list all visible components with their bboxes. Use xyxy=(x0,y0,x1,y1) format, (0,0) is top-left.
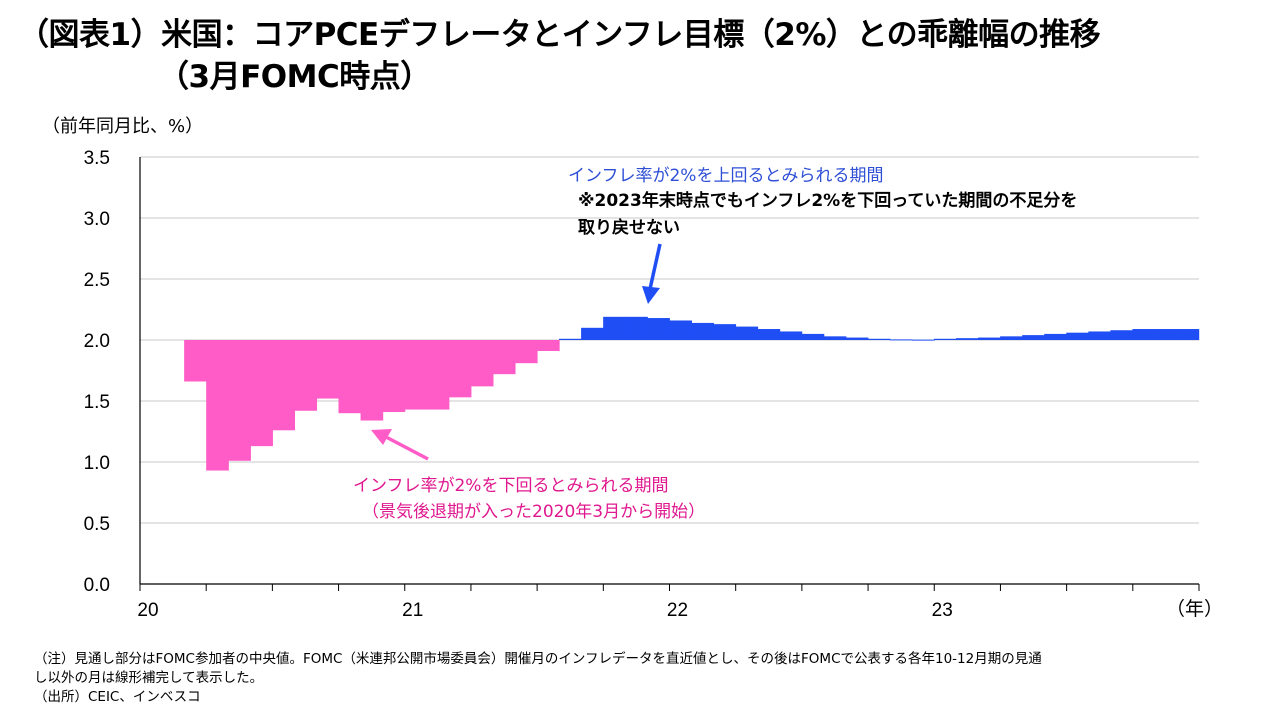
step-below-target xyxy=(536,340,560,351)
step-above-target xyxy=(1000,336,1023,340)
step-above-target xyxy=(823,336,847,340)
x-tick-labels: 20 21 22 23 xyxy=(137,600,952,621)
x-tick-label: 20 xyxy=(137,600,158,621)
x-tick-label: 23 xyxy=(932,600,953,621)
arrow-pink xyxy=(371,429,429,461)
step-above-target xyxy=(978,337,1001,340)
step-above-target xyxy=(845,337,869,340)
step-below-target xyxy=(250,340,273,447)
footnotes: （注）見通し部分はFOMC参加者の中央値。FOMC（米連邦公開市場委員会）開催月… xyxy=(34,650,1274,707)
step-above-target xyxy=(1044,333,1067,340)
step-above-target xyxy=(735,326,759,340)
y-tick-label: 1.5 xyxy=(84,392,110,413)
step-below-target xyxy=(316,340,340,399)
chart-area: 0.0 0.5 1.0 1.5 2.0 2.5 3.0 3.5 20 21 22 23 （年） イン… xyxy=(84,148,1223,621)
step-below-target xyxy=(228,340,251,461)
y-tick-label: 2.5 xyxy=(84,270,110,291)
step-below-target xyxy=(360,340,384,421)
step-above-target xyxy=(691,322,715,340)
x-tick-label: 22 xyxy=(667,600,688,621)
y-tick-label: 1.0 xyxy=(84,453,110,474)
step-below-target xyxy=(492,340,516,375)
step-above-target xyxy=(1088,331,1111,340)
step-above-target xyxy=(669,320,692,340)
note-line1: （注）見通し部分はFOMC参加者の中央値。FOMC（米連邦公開市場委員会）開催月… xyxy=(34,651,1042,667)
step-above-target xyxy=(1176,329,1200,340)
title-line1: （図表1）米国：コアPCEデフレータとインフレ目標（2%）との乖離幅の推移 xyxy=(18,17,1101,53)
annotation-above-title: インフレ率が2%を上回るとみられる期間 xyxy=(568,166,883,186)
y-tick-label: 0.0 xyxy=(84,575,110,596)
x-unit-label: （年） xyxy=(1166,598,1223,620)
step-below-target xyxy=(514,340,538,364)
step-above-target xyxy=(1132,329,1156,340)
step-above-target xyxy=(1110,330,1134,340)
step-below-target xyxy=(294,340,318,411)
step-above-target xyxy=(625,316,648,340)
data-steps xyxy=(184,316,1200,471)
step-above-target xyxy=(956,338,979,340)
note-line3: （出所）CEIC、インベスコ xyxy=(34,689,201,705)
step-above-target xyxy=(779,331,803,340)
step-below-target xyxy=(338,340,362,414)
step-above-target xyxy=(933,338,957,340)
step-below-target xyxy=(448,340,472,398)
step-above-target xyxy=(801,333,825,340)
arrow-blue xyxy=(642,243,662,304)
chart-title: （図表1）米国：コアPCEデフレータとインフレ目標（2%）との乖離幅の推移 （3… xyxy=(18,14,1101,98)
step-below-target xyxy=(404,340,428,410)
annotation-below-title: インフレ率が2%を下回るとみられる期間 xyxy=(353,476,668,496)
step-below-target xyxy=(184,340,207,382)
step-above-target xyxy=(757,329,781,340)
y-tick-label: 0.5 xyxy=(84,514,110,535)
axes xyxy=(139,157,1200,591)
step-below-target xyxy=(272,340,296,431)
step-above-target xyxy=(647,318,670,340)
step-above-target xyxy=(581,327,604,340)
step-above-target xyxy=(911,339,935,341)
y-tick-label: 2.0 xyxy=(84,331,110,352)
step-below-target xyxy=(426,340,450,410)
y-tick-labels: 0.0 0.5 1.0 1.5 2.0 2.5 3.0 3.5 xyxy=(84,148,110,596)
step-above-target xyxy=(713,324,737,340)
annotation-above-note2: 取り戻せない xyxy=(578,217,680,238)
step-above-target xyxy=(603,316,626,340)
y-tick-label: 3.5 xyxy=(84,148,110,169)
annotation-below-note: （景気後退期が入った2020年3月から開始） xyxy=(362,502,705,522)
step-above-target xyxy=(559,338,582,340)
step-above-target xyxy=(1066,332,1089,340)
note-line2: し以外の月は線形補完して表示した。 xyxy=(34,670,264,686)
title-line2: （3月FOMC時点） xyxy=(158,59,431,95)
step-above-target xyxy=(1154,329,1178,340)
step-above-target xyxy=(867,338,891,340)
annotation-above-note1: ※2023年末時点でもインフレ2%を下回っていた期間の不足分を xyxy=(578,190,1077,211)
y-tick-label: 3.0 xyxy=(84,209,110,230)
step-above-target xyxy=(1022,335,1045,340)
step-below-target xyxy=(470,340,494,387)
step-below-target xyxy=(206,340,229,471)
x-tick-label: 21 xyxy=(402,600,423,621)
step-below-target xyxy=(382,340,406,412)
step-above-target xyxy=(889,339,913,341)
y-unit-label: （前年同月比、%） xyxy=(42,116,204,137)
